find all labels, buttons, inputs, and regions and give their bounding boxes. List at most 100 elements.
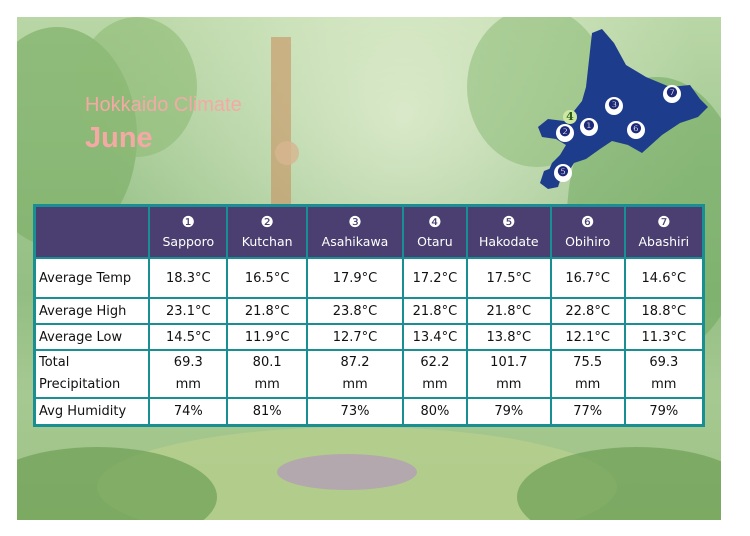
column-header: ❸ Asahikawa [306,204,404,259]
table-cell: 23.8°C [306,297,404,325]
table-cell: 77% [549,397,626,427]
cell-unit: mm [574,377,601,392]
station-name: Kutchan [241,234,293,249]
cell-value: 101.7 [490,355,528,370]
climate-subtitle: Hokkaido Climate [85,94,242,116]
table-cell: 11.3°C [623,323,705,351]
station-number: ❼ [657,213,671,231]
cell-value: 69.3 [649,355,679,370]
bushes-left [17,447,217,520]
station-name: Sapporo [162,234,215,249]
station-name: Asahikawa [321,234,389,249]
table-cell: 101.7 mm [465,349,552,399]
cell-unit: mm [496,377,522,392]
table-header-row: ❶ Sapporo ❷ Kutchan ❸ Asahikawa ❹ Otaru ❺ Hak… [33,204,705,259]
station-name: Hakodate [478,234,539,249]
column-header: ❶ Sapporo [148,204,229,259]
table-cell: 73% [306,397,404,427]
row-label: Avg Humidity [33,397,151,427]
station-name: Otaru [417,234,453,249]
cell-value: 80.1 [252,355,282,370]
tower-clock [275,141,299,165]
cell-unit: mm [422,377,448,392]
station-name: Abashiri [638,234,690,249]
cell-value: 69.3 [173,355,203,370]
table-cell: 81% [226,397,309,427]
station-name: Obihiro [565,234,611,249]
flower-bed [277,454,417,490]
map-marker-5: ❺ [554,164,572,182]
climate-table: ❶ Sapporo ❷ Kutchan ❸ Asahikawa ❹ Otaru ❺ Hak… [33,204,705,427]
column-header: ❼ Abashiri [623,204,705,259]
table-cell: 14.6°C [623,257,705,299]
station-number: ❶ [181,213,195,231]
table-cell: 79% [465,397,552,427]
table-cell: 14.5°C [148,323,229,351]
table-cell: 17.2°C [401,257,468,299]
map-marker-4: 4 [563,110,577,124]
table-cell: 80.1 mm [226,349,309,399]
station-number: ❺ [502,213,516,231]
table-cell: 13.8°C [465,323,552,351]
table-cell: 21.8°C [465,297,552,325]
table-cell: 18.3°C [148,257,229,299]
table-row: Average High 23.1°C 21.8°C 23.8°C 21.8°C… [33,297,705,325]
cell-value: 87.2 [340,355,370,370]
row-label: Average Low [33,323,151,351]
header-corner [33,204,151,259]
table-cell: 21.8°C [226,297,309,325]
column-header: ❹ Otaru [401,204,468,259]
table-row: Average Temp 18.3°C 16.5°C 17.9°C 17.2°C… [33,257,705,299]
table-cell: 18.8°C [623,297,705,325]
map-marker-3: ❸ [605,97,623,115]
map-marker-7: ❼ [663,85,681,103]
cell-unit: mm [651,377,677,392]
row-label: Average Temp [33,257,151,299]
row-label: Total Precipitation [33,349,151,399]
table-cell: 12.1°C [549,323,626,351]
tv-tower [271,37,291,217]
table-cell: 17.9°C [306,257,404,299]
month-title: June [85,122,153,154]
station-number: ❸ [348,213,362,231]
column-header: ❺ Hakodate [465,204,552,259]
table-cell: 23.1°C [148,297,229,325]
table-cell: 22.8°C [549,297,626,325]
column-header: ❷ Kutchan [226,204,309,259]
tree-left-top [77,17,197,157]
hokkaido-shape [538,29,708,185]
table-cell: 74% [148,397,229,427]
table-cell: 21.8°C [401,297,468,325]
table-cell: 16.5°C [226,257,309,299]
table-cell: 62.2 mm [401,349,468,399]
table-cell: 87.2 mm [306,349,404,399]
table-cell: 11.9°C [226,323,309,351]
cell-unit: mm [342,377,368,392]
table-cell: 16.7°C [549,257,626,299]
station-number: ❹ [428,213,442,231]
bushes-right [517,447,721,520]
table-row: Avg Humidity 74% 81% 73% 80% 79% 77% 79% [33,397,705,427]
table-cell: 13.4°C [401,323,468,351]
row-label-line1: Total [39,355,70,370]
table-cell: 12.7°C [306,323,404,351]
column-header: ❻ Obihiro [549,204,626,259]
map-marker-1: ❶ [580,118,598,136]
table-cell: 17.5°C [465,257,552,299]
table-cell: 69.3 mm [623,349,705,399]
table-cell: 75.5 mm [549,349,626,399]
row-label-line2: Precipitation [39,377,121,392]
table-row: Total Precipitation 69.3 mm 80.1 mm 87.2 mm … [33,349,705,399]
row-label: Average High [33,297,151,325]
table-cell: 80% [401,397,468,427]
table-row: Average Low 14.5°C 11.9°C 12.7°C 13.4°C … [33,323,705,351]
map-marker-6: ❻ [627,121,645,139]
map-marker-2: ❷ [556,124,574,142]
cell-unit: mm [175,377,201,392]
station-number: ❷ [260,213,274,231]
table-cell: 79% [623,397,705,427]
cell-unit: mm [254,377,280,392]
station-number: ❻ [580,213,595,231]
cell-value: 75.5 [573,355,603,370]
table-cell: 69.3 mm [148,349,229,399]
